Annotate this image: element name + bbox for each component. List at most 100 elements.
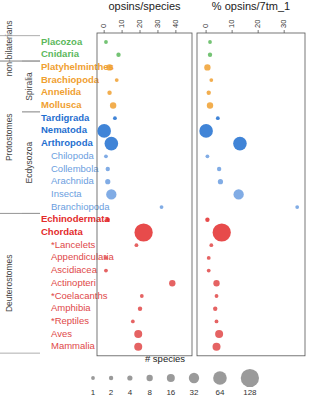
dot — [213, 343, 221, 351]
legend-dot — [241, 369, 259, 387]
legend-dot — [146, 375, 152, 381]
category-label: Annelida — [41, 86, 82, 97]
dot — [205, 218, 209, 222]
dot — [207, 91, 211, 95]
dot — [104, 269, 108, 273]
dot — [135, 243, 139, 247]
dot — [216, 116, 220, 120]
tick-label: 30 — [279, 20, 288, 28]
dot — [106, 64, 112, 70]
dot — [213, 280, 219, 286]
dot — [138, 307, 142, 311]
category-label: *Lancelets — [51, 239, 96, 250]
group-separator — [22, 111, 40, 112]
legend-label: 16 — [166, 388, 175, 397]
category-label: Collembola — [51, 163, 99, 174]
category-label: Cnidaria — [41, 48, 80, 59]
dot — [215, 320, 219, 324]
group-separator — [0, 213, 40, 214]
dot — [209, 78, 213, 82]
category-label: Nematoda — [41, 124, 88, 135]
category-label: Arachnida — [51, 175, 94, 186]
category-label: Insecta — [51, 188, 82, 199]
legend-title: # species — [145, 353, 185, 364]
category-label: Mollusca — [41, 99, 82, 110]
category-label: Tardigrada — [41, 112, 90, 123]
category-label: Chilopoda — [51, 150, 94, 161]
dot — [104, 256, 108, 260]
category-label: Brachiopoda — [41, 74, 100, 85]
dot — [206, 154, 210, 158]
legend-label: 128 — [243, 388, 257, 397]
tick-mark — [104, 30, 105, 33]
legend-label: 1 — [91, 388, 96, 397]
dot — [113, 116, 117, 120]
dot — [208, 53, 212, 57]
dot — [233, 137, 247, 151]
group-separator — [0, 353, 40, 354]
group-separator — [22, 111, 40, 112]
legend-label: 8 — [147, 388, 152, 397]
category-label: *Coelacanths — [51, 290, 108, 301]
group-separator — [0, 61, 40, 62]
dot — [215, 294, 219, 298]
legend-dot — [213, 371, 227, 385]
category-label: Amphibia — [51, 302, 91, 313]
category-label: Platyhelminthes — [41, 61, 114, 72]
dot — [218, 179, 223, 184]
category-label: Mammalia — [51, 340, 96, 351]
legend-label: 64 — [216, 388, 225, 397]
category-label: *Reptiles — [51, 315, 89, 326]
dot — [131, 320, 135, 324]
dot — [233, 189, 243, 199]
legend-dot — [167, 374, 175, 382]
legend-label: 4 — [128, 388, 133, 397]
panel-frame — [97, 33, 192, 356]
group-separator — [0, 61, 40, 62]
dot — [213, 223, 231, 241]
tick-mark — [232, 30, 233, 33]
category-label: Actinopteri — [51, 277, 96, 288]
dot — [106, 189, 116, 199]
dot — [97, 124, 111, 138]
tick-label: 20 — [135, 20, 144, 28]
legend-label: 2 — [109, 388, 114, 397]
category-label: Ascidiacea — [51, 264, 98, 275]
dot — [215, 330, 223, 338]
dot — [169, 280, 175, 286]
legend-dot — [127, 375, 132, 380]
dot — [213, 307, 217, 311]
dot — [105, 137, 119, 151]
dot — [134, 330, 142, 338]
legend-dot — [91, 376, 95, 380]
panel-title: % opsins/7tm_1 — [212, 0, 290, 12]
category-label: Chordata — [41, 226, 83, 237]
tick-mark — [206, 30, 207, 33]
dot — [134, 343, 142, 351]
tick-mark — [122, 30, 123, 33]
group-label: Ecdysozoa — [24, 142, 34, 184]
group-separator — [0, 213, 40, 214]
tick-mark — [157, 30, 158, 33]
dot — [110, 102, 116, 108]
tick-mark — [175, 30, 176, 33]
dot — [208, 40, 212, 44]
tick-mark — [284, 30, 285, 33]
category-label: Aves — [51, 328, 72, 339]
legend-dot — [109, 376, 113, 380]
tick-label: 0 — [201, 24, 210, 28]
tick-label: 40 — [171, 20, 180, 28]
group-label: Deuterostomes — [4, 254, 14, 312]
chart: non-bilateriansSpiraliaEcdysozoaProtosto… — [0, 0, 330, 400]
category-label: Branchiopoda — [51, 201, 110, 212]
tick-label: 0 — [99, 24, 108, 28]
dot — [295, 205, 299, 209]
category-label: Arthropoda — [41, 137, 93, 148]
dot — [207, 269, 211, 273]
dot — [104, 154, 108, 158]
dot — [105, 179, 110, 184]
dot — [107, 91, 111, 95]
dots — [97, 40, 175, 351]
group-separator — [0, 35, 40, 36]
dot — [106, 218, 110, 222]
